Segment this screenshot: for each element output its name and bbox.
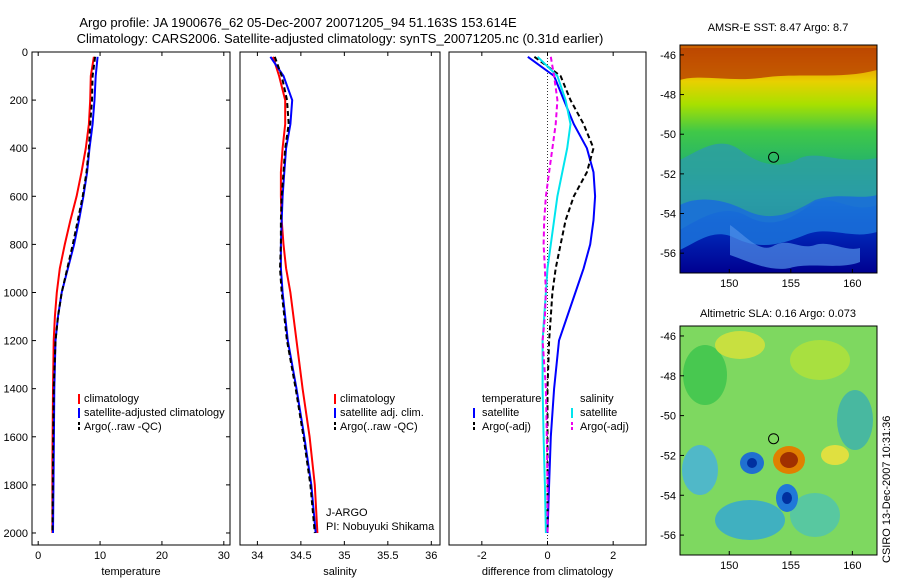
map-y-tick-label: -48 [660,371,676,383]
sla-map-frame [679,325,878,556]
map-x-tick-label: 155 [782,560,800,572]
series-line-sal-climatology [272,56,319,534]
sla-blob [790,340,850,380]
x-tick-label: 30 [218,550,230,562]
map-y-tick-label: -48 [660,90,676,102]
map-x-tick-label: 160 [843,278,861,290]
map-y-tick-label: -46 [660,50,676,62]
side-timestamp-label: CSIRO 13-Dec-2007 10:31:36 [881,416,893,563]
map-x-tick-label: 150 [720,278,738,290]
sla-blob [683,345,727,405]
x-axis-label: temperature [101,566,160,578]
difference-profile-panel: -2 0 2 difference from climatology temperatu… [448,51,647,578]
series-line-temp-argo-raw-qc- [51,56,97,534]
sla-blob [715,331,765,359]
plot-frame-temp [31,51,231,546]
credit-line1: J-ARGO [326,507,368,519]
map-y-tick-label: -50 [660,129,676,141]
sla-blob [821,445,849,465]
map-x-tick-label: 155 [782,278,800,290]
map-y-tick-label: -50 [660,411,676,423]
x-tick-label: 34 [251,550,263,562]
map-y-tick-label: -52 [660,169,676,181]
sst-map-title: AMSR-E SST: 8.47 Argo: 8.7 [708,22,849,34]
sla-blob [837,390,873,450]
series-line-temp-climatology [51,56,95,533]
series-line-sal-satellite-adj-clim- [269,56,317,534]
x-tick-label: 20 [156,550,168,562]
legend-label: satellite [482,407,519,419]
sst-warm-band [680,48,877,80]
sla-blob [780,452,798,468]
y-tick-label: 2000 [4,528,28,540]
sla-blob [782,492,792,504]
legend-label: climatology [340,393,396,405]
x-tick-label: -2 [477,550,487,562]
x-tick-label: 10 [94,550,106,562]
y-tick-label: 600 [10,191,28,203]
y-tick-label: 1800 [4,480,28,492]
x-tick-label: 35 [338,550,350,562]
legend-label: satellite adj. clim. [340,407,424,419]
y-tick-label: 800 [10,239,28,251]
sst-eddy-patch [730,225,860,269]
series-line-temp-satellite-adjusted-climatology [52,56,99,534]
x-tick-label: 0 [35,550,41,562]
series-line-diff-satellite [536,56,572,534]
legend-label: Argo(..raw -QC) [340,421,418,433]
sla-blob [790,493,840,537]
sla-blob [682,445,718,495]
sst-argo-marker [768,151,780,163]
y-tick-label: 1200 [4,336,28,348]
y-tick-label: 1600 [4,432,28,444]
series-line-diff-argo-adj- [533,55,595,533]
x-tick-label: 34.5 [290,550,311,562]
x-tick-label: 0 [544,550,550,562]
series-line-diff-argo-adj- [541,56,559,533]
x-tick-label: 2 [610,550,616,562]
sla-blob [747,458,757,468]
sst-cold-front [680,195,877,250]
x-axis-label: salinity [323,566,357,578]
map-x-tick-label: 160 [843,560,861,572]
figure-title-line2: Climatology: CARS2006. Satellite-adjuste… [77,31,604,46]
y-tick-label: 200 [10,95,28,107]
y-tick-label: 1400 [4,384,28,396]
sla-map-panel: 150 155 160 -46 -48 -50 -52 -54 -56 [660,325,878,572]
map-y-tick-label: -46 [660,331,676,343]
credit-line2: PI: Nobuyuki Shikama [326,521,435,533]
x-axis-label: difference from climatology [482,566,614,578]
map-y-tick-label: -54 [660,209,676,221]
legend-header: salinity [580,393,614,405]
legend-label: satellite-adjusted climatology [84,407,225,419]
sla-blob [715,500,785,540]
map-y-tick-label: -56 [660,248,676,260]
x-tick-label: 36 [425,550,437,562]
figure-title-line1: Argo profile: JA 1900676_62 05-Dec-2007 … [79,15,517,30]
sla-argo-marker [768,433,780,445]
sla-map-title: Altimetric SLA: 0.16 Argo: 0.073 [700,308,856,320]
series-line-sal-argo-raw-qc- [273,56,316,534]
legend-label: satellite [580,407,617,419]
legend-label: climatology [84,393,140,405]
sst-map-frame [679,44,878,274]
map-y-tick-label: -56 [660,530,676,542]
map-y-tick-label: -52 [660,450,676,462]
x-tick-label: 35.5 [377,550,398,562]
legend-label: Argo(-adj) [580,421,629,433]
y-tick-label: 1000 [4,287,28,299]
map-x-tick-label: 150 [720,560,738,572]
legend-label: Argo(..raw -QC) [84,421,162,433]
plot-frame-sal [239,51,441,546]
salinity-profile-panel: 34 34.5 35 35.5 36 salinity climatology satelli… [239,51,441,578]
y-tick-label: 400 [10,143,28,155]
temperature-profile-panel: 0 10 20 30 0 200 400 600 800 1000 1200 1400 1600 1800… [4,47,231,578]
legend-label: Argo(-adj) [482,421,531,433]
series-line-diff-satellite [527,55,597,534]
legend-header: temperature [482,393,541,405]
sst-map-panel: 150 155 160 -46 -48 -50 -52 -54 -56 [660,44,878,290]
y-tick-label: 0 [22,47,28,59]
map-y-tick-label: -54 [660,490,676,502]
